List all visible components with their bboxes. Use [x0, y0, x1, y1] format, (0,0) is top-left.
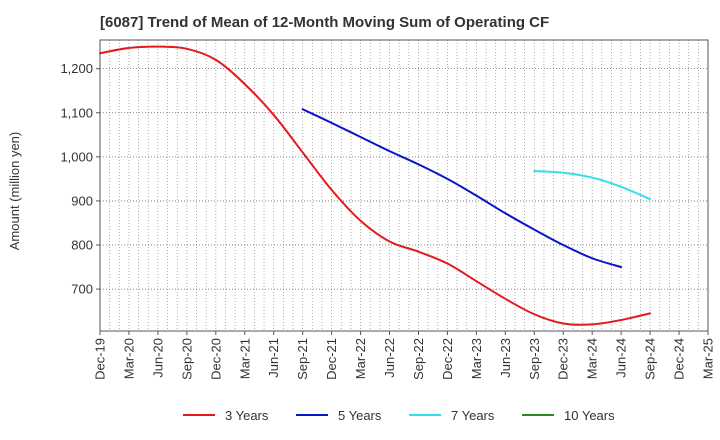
x-tick-label: Sep-23 — [527, 338, 542, 380]
x-tick-label: Dec-21 — [324, 338, 339, 380]
x-tick-label: Sep-20 — [179, 338, 194, 380]
legend-item: 7 Years — [409, 404, 494, 426]
y-tick-label: 1,000 — [60, 149, 93, 164]
legend-item: 5 Years — [296, 404, 381, 426]
legend-item: 3 Years — [183, 404, 268, 426]
x-tick-label: Dec-19 — [93, 338, 108, 380]
series-line-5-years — [301, 108, 623, 269]
y-tick-label: 1,200 — [60, 61, 93, 76]
plot-frame — [99, 39, 709, 332]
legend: 3 Years 5 Years 7 Years 10 Years — [0, 404, 720, 426]
x-tick-label: Dec-20 — [208, 338, 223, 380]
grid-layer — [100, 40, 708, 331]
y-axis-label: Amount (million yen) — [7, 132, 22, 251]
x-tick-label: Jun-22 — [382, 338, 397, 378]
y-tick-label: 1,100 — [60, 105, 93, 120]
y-tick-label: 700 — [71, 282, 93, 297]
legend-swatch — [183, 414, 215, 416]
x-tick-label: Mar-21 — [237, 338, 252, 379]
x-tick-label: Mar-24 — [585, 338, 600, 379]
x-tick-label: Jun-24 — [614, 338, 629, 378]
x-tick-label: Jun-23 — [498, 338, 513, 378]
y-tick-label: 800 — [71, 238, 93, 253]
chart-title: [6087] Trend of Mean of 12-Month Moving … — [100, 14, 550, 31]
x-tick-label: Sep-22 — [411, 338, 426, 380]
legend-item: 10 Years — [522, 404, 615, 426]
x-tick-label: Mar-25 — [701, 338, 716, 379]
legend-swatch — [522, 414, 554, 416]
x-tick-label: Mar-20 — [121, 338, 136, 379]
y-tick-label: 900 — [71, 193, 93, 208]
legend-label: 10 Years — [564, 407, 615, 423]
x-tick-label: Dec-23 — [556, 338, 571, 380]
legend-swatch — [296, 414, 328, 416]
axis-layer: 700 800 900 1,000 1,100 1,200 Dec-19 Mar-20 Jun-… — [60, 39, 716, 380]
legend-label: 3 Years — [225, 407, 269, 423]
x-tick-label: Mar-23 — [469, 338, 484, 379]
legend-label: 5 Years — [338, 407, 382, 423]
series-layer — [99, 45, 652, 326]
x-tick-label: Jun-21 — [266, 338, 281, 378]
x-tick-label: Mar-22 — [353, 338, 368, 379]
legend-swatch — [409, 414, 441, 416]
x-tick-label: Sep-21 — [295, 338, 310, 380]
series-line-3-years — [99, 45, 652, 326]
x-tick-label: Jun-20 — [150, 338, 165, 378]
x-tick-label: Dec-22 — [440, 338, 455, 380]
x-tick-label: Dec-24 — [672, 338, 687, 380]
series-line-7-years — [533, 169, 652, 201]
legend-label: 7 Years — [451, 407, 495, 423]
x-tick-label: Sep-24 — [643, 338, 658, 380]
